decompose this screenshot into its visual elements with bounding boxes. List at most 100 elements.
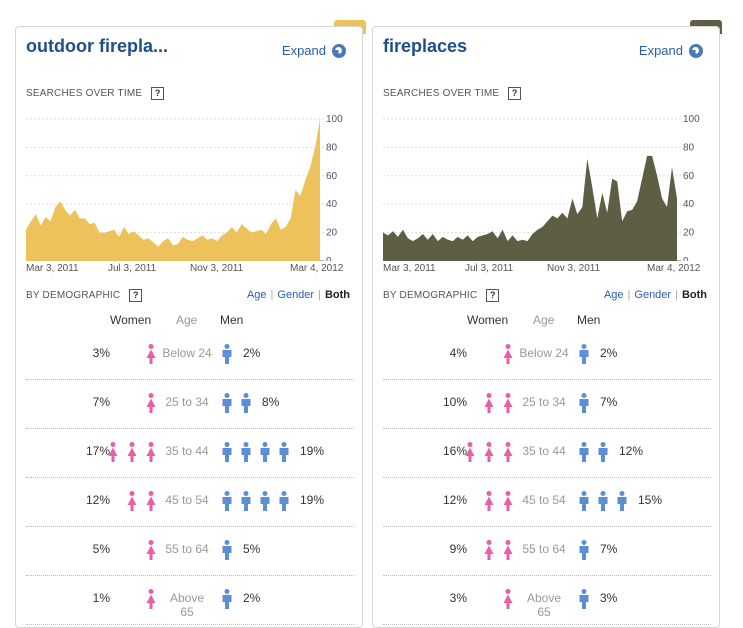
age-label: Above 65: [526, 591, 562, 619]
woman-icon: [146, 442, 156, 462]
age-label: Below 24: [162, 346, 212, 360]
man-icon: [241, 491, 251, 511]
woman-icon: [146, 540, 156, 560]
man-icon: [260, 442, 270, 462]
demographic-row: 17% 35 to 44 19%: [26, 428, 354, 478]
expand-label: Expand: [281, 43, 326, 58]
age-header: Age: [533, 313, 555, 327]
y-tick-label: 60: [326, 171, 338, 182]
men-percent: 5%: [243, 542, 261, 556]
filter-both[interactable]: Both: [324, 289, 350, 301]
woman-icon: [146, 491, 156, 511]
women-percent: 7%: [92, 395, 110, 409]
men-percent: 7%: [600, 395, 618, 409]
man-icon: [579, 344, 589, 364]
age-header: Age: [176, 313, 198, 327]
women-header: Women: [110, 313, 152, 327]
y-tick-label: 20: [683, 228, 695, 239]
x-tick-label: Mar 4, 2012: [647, 263, 701, 274]
women-percent: 12%: [85, 493, 110, 507]
searches-over-time-label: SEARCHES OVER TIME ?: [383, 87, 522, 100]
filter-age[interactable]: Age: [246, 289, 267, 301]
age-label: Above 65: [169, 591, 205, 619]
man-icon: [598, 442, 608, 462]
woman-icon: [484, 540, 494, 560]
filter-gender[interactable]: Gender: [634, 289, 672, 301]
by-demographic-text: BY DEMOGRAPHIC: [26, 290, 121, 302]
age-label: 35 to 44: [522, 444, 566, 458]
help-icon[interactable]: ?: [129, 289, 143, 302]
women-header: Women: [467, 313, 509, 327]
filter-age[interactable]: Age: [603, 289, 624, 301]
y-tick-label: 20: [326, 228, 338, 239]
demographic-row: 3% Above 65 3%: [383, 575, 711, 625]
filter-gender[interactable]: Gender: [277, 289, 315, 301]
x-tick-label: Mar 4, 2012: [290, 263, 344, 274]
searches-area-chart: 0 20 40 60 80 100: [383, 114, 700, 261]
help-icon[interactable]: ?: [486, 289, 500, 302]
man-icon: [222, 491, 232, 511]
man-icon: [241, 442, 251, 462]
age-label: 45 to 54: [522, 493, 566, 507]
age-label: 25 to 34: [165, 395, 209, 409]
woman-icon: [465, 442, 475, 462]
y-tick-label: 0: [326, 256, 332, 261]
filter-both[interactable]: Both: [681, 289, 707, 301]
woman-icon: [503, 393, 513, 413]
expand-icon: [332, 43, 346, 58]
x-tick-label: Mar 3, 2011: [383, 263, 436, 274]
men-percent: 2%: [243, 346, 261, 360]
man-icon: [579, 589, 589, 609]
women-percent: 3%: [92, 346, 110, 360]
panel-title[interactable]: fireplaces: [383, 36, 468, 56]
woman-icon: [108, 442, 118, 462]
woman-icon: [503, 491, 513, 511]
demographic-row: 7% 25 to 34 8%: [26, 379, 354, 429]
fireplaces-panel: fireplaces Expand SEARCHES OVER TIME ? 0…: [372, 26, 720, 628]
age-label: 55 to 64: [165, 542, 209, 556]
help-icon[interactable]: ?: [151, 87, 165, 100]
men-percent: 15%: [638, 493, 663, 507]
women-percent: 5%: [92, 542, 110, 556]
searches-area-chart: 0 20 40 60 80 100: [26, 114, 343, 261]
demographic-row: 12% 45 to 54 19%: [26, 477, 354, 527]
x-tick-label: Nov 3, 2011: [190, 263, 244, 274]
woman-icon: [484, 442, 494, 462]
expand-icon: [689, 43, 703, 58]
by-demographic-text: BY DEMOGRAPHIC: [383, 290, 478, 302]
man-icon: [579, 442, 589, 462]
y-tick-label: 80: [683, 142, 695, 153]
by-demographic-label: BY DEMOGRAPHIC ?: [383, 289, 500, 302]
women-percent: 16%: [442, 444, 467, 458]
outdoor-fireplace-panel: outdoor firepla... Expand SEARCHES OVER …: [15, 26, 363, 628]
demographic-row: 9% 55 to 64 7%: [383, 526, 711, 576]
woman-icon: [503, 589, 513, 609]
men-percent: 19%: [300, 444, 325, 458]
man-icon: [222, 344, 232, 364]
searches-over-time-label: SEARCHES OVER TIME ?: [26, 87, 165, 100]
man-icon: [279, 491, 289, 511]
x-tick-label: Jul 3, 2011: [465, 263, 514, 274]
panel-title[interactable]: outdoor firepla...: [26, 36, 168, 56]
woman-icon: [503, 442, 513, 462]
demographic-row: 5% 55 to 64 5%: [26, 526, 354, 576]
men-percent: 8%: [262, 395, 280, 409]
expand-label: Expand: [638, 43, 683, 58]
man-icon: [579, 491, 589, 511]
searches-over-time-text: SEARCHES OVER TIME: [383, 88, 500, 100]
y-tick-label: 100: [683, 114, 700, 125]
men-percent: 7%: [600, 542, 618, 556]
by-demographic-label: BY DEMOGRAPHIC ?: [26, 289, 143, 302]
y-tick-label: 60: [683, 171, 695, 182]
men-percent: 12%: [619, 444, 644, 458]
searches-area-series: [383, 155, 677, 261]
help-icon[interactable]: ?: [508, 87, 522, 100]
demographic-row: 1% Above 65 2%: [26, 575, 354, 625]
women-percent: 17%: [85, 444, 110, 458]
y-tick-label: 0: [683, 256, 689, 261]
expand-button[interactable]: Expand: [282, 43, 346, 58]
demographic-row: 12% 45 to 54 15%: [383, 477, 711, 527]
expand-button[interactable]: Expand: [639, 43, 703, 58]
men-percent: 2%: [243, 591, 261, 605]
man-icon: [579, 393, 589, 413]
